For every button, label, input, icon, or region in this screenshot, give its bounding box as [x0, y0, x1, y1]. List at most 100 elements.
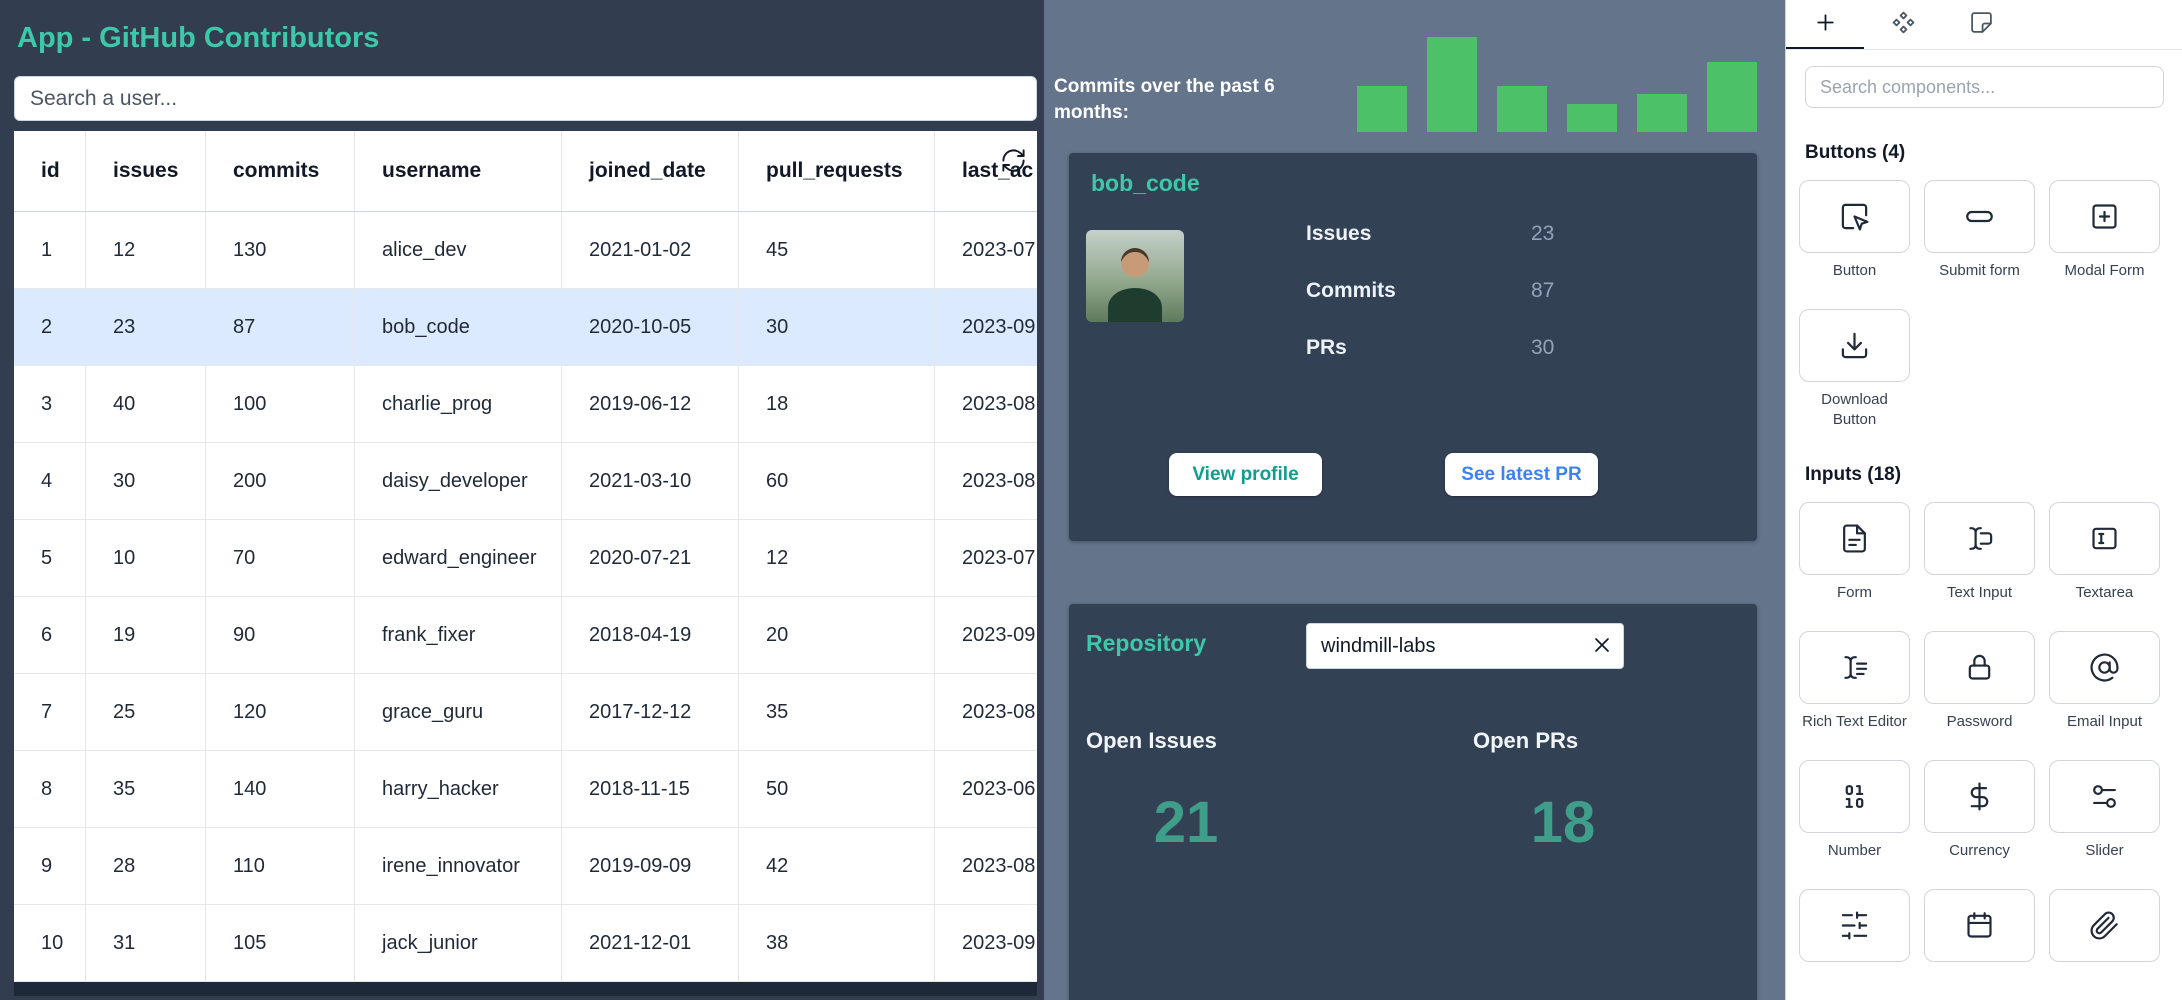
component-label: Text Input — [1946, 584, 2013, 601]
component-icon-box — [1924, 180, 2035, 253]
component-email-input[interactable]: Email Input — [2049, 631, 2160, 732]
component-password[interactable]: Password — [1924, 631, 2035, 732]
table-row[interactable]: 6 19 90 frank_fixer 2018-04-19 20 2023-0… — [14, 597, 1037, 674]
component-label: Email Input — [2066, 713, 2143, 730]
chart-bar — [1637, 94, 1687, 132]
chart-bar — [1427, 37, 1477, 132]
component-slider[interactable]: Slider — [2049, 760, 2160, 861]
tab-components[interactable] — [1864, 0, 1942, 49]
column-header-joined-date[interactable]: joined_date — [562, 131, 739, 211]
component-textarea[interactable]: Textarea — [2049, 502, 2160, 603]
table-cell: 31 — [86, 905, 206, 982]
inputs-components-grid: Form Text Input Textarea Rich Text Edito… — [1799, 502, 2182, 990]
component-label: Number — [1827, 842, 1882, 859]
component-icon-box — [1799, 760, 1910, 833]
column-header-last-active[interactable]: last_ac — [962, 159, 1034, 182]
table-row[interactable]: 4 30 200 daisy_developer 2021-03-10 60 2… — [14, 443, 1037, 520]
table-row[interactable]: 8 35 140 harry_hacker 2018-11-15 50 2023… — [14, 751, 1037, 828]
table-cell: 35 — [739, 674, 935, 751]
column-header-commits[interactable]: commits — [206, 131, 355, 211]
view-profile-button[interactable]: View profile — [1169, 453, 1322, 496]
component-item[interactable] — [2049, 889, 2160, 990]
component-modal-form[interactable]: Modal Form — [2049, 180, 2160, 281]
section-title-inputs: Inputs (18) — [1805, 464, 1902, 485]
tab-style[interactable] — [1942, 0, 2020, 49]
component-download-button[interactable]: Download Button — [1799, 309, 1910, 430]
components-icon — [1891, 10, 1916, 38]
component-form[interactable]: Form — [1799, 502, 1910, 603]
table-cell: 20 — [739, 597, 935, 674]
repository-card[interactable]: Repository Open Issues 21 Open PRs 18 — [1069, 604, 1757, 1000]
table-row[interactable]: 1 12 130 alice_dev 2021-01-02 45 2023-07 — [14, 212, 1037, 289]
clear-input-button[interactable] — [1588, 632, 1616, 660]
component-button[interactable]: Button — [1799, 180, 1910, 281]
table-row[interactable]: 10 31 105 jack_junior 2021-12-01 38 2023… — [14, 905, 1037, 982]
table-row[interactable]: 2 23 87 bob_code 2020-10-05 30 2023-09 — [14, 289, 1037, 366]
table-cell: grace_guru — [355, 674, 562, 751]
binary-icon — [1839, 781, 1870, 812]
table-cell: 40 — [86, 366, 206, 443]
column-header-pull-requests[interactable]: pull_requests — [739, 131, 935, 211]
table-cell: 2017-12-12 — [562, 674, 739, 751]
component-text-input[interactable]: Text Input — [1924, 502, 2035, 603]
component-search-input[interactable] — [1805, 66, 2164, 108]
component-currency[interactable]: Currency — [1924, 760, 2035, 861]
repository-input-wrap — [1306, 623, 1624, 669]
table-cell: 3 — [14, 366, 86, 443]
component-rich-text-editor[interactable]: Rich Text Editor — [1799, 631, 1910, 732]
profile-card[interactable]: bob_code — [1069, 153, 1757, 541]
contributors-table: id issues commits username joined_date p… — [14, 131, 1037, 982]
component-item[interactable] — [1924, 889, 2035, 990]
table-row[interactable]: 9 28 110 irene_innovator 2019-09-09 42 2… — [14, 828, 1037, 905]
column-header-id[interactable]: id — [14, 131, 86, 211]
chart-bar — [1707, 62, 1757, 132]
column-header-username[interactable]: username — [355, 131, 562, 211]
components-sidebar: Buttons (4) Button Submit form Modal For… — [1785, 0, 2182, 1000]
see-latest-pr-button[interactable]: See latest PR — [1445, 453, 1598, 496]
table-cell: 2023-07 — [935, 212, 1037, 289]
section-title-buttons: Buttons (4) — [1805, 142, 1906, 163]
table-cell: 8 — [14, 751, 86, 828]
chart-bar — [1497, 86, 1547, 132]
table-cell: 2018-11-15 — [562, 751, 739, 828]
table-cell: 60 — [739, 443, 935, 520]
component-number[interactable]: Number — [1799, 760, 1910, 861]
table-row[interactable]: 7 25 120 grace_guru 2017-12-12 35 2023-0… — [14, 674, 1037, 751]
table-cell: 35 — [86, 751, 206, 828]
stat-row-issues: Issues 23 — [1306, 217, 1554, 250]
table-cell: 10 — [14, 905, 86, 982]
chart-bar — [1357, 86, 1407, 132]
table-row[interactable]: 5 10 70 edward_engineer 2020-07-21 12 20… — [14, 520, 1037, 597]
calendar-icon — [1964, 910, 1995, 941]
column-header-issues[interactable]: issues — [86, 131, 206, 211]
component-label: Download Button — [1821, 391, 1888, 428]
component-icon-box — [2049, 631, 2160, 704]
repository-search-input[interactable] — [1306, 623, 1624, 669]
table-cell: 110 — [206, 828, 355, 905]
table-cell: 4 — [14, 443, 86, 520]
component-icon-box — [2049, 180, 2160, 253]
tab-insert-component[interactable] — [1786, 0, 1864, 49]
component-item[interactable] — [1799, 889, 1910, 990]
table-cell: 2021-03-10 — [562, 443, 739, 520]
component-label: Password — [1946, 713, 2013, 730]
table-cell: jack_junior — [355, 905, 562, 982]
component-submit-form[interactable]: Submit form — [1924, 180, 2035, 281]
component-icon-box — [1924, 889, 2035, 962]
table-cell: edward_engineer — [355, 520, 562, 597]
user-search-input[interactable] — [14, 76, 1037, 121]
component-icon-box — [1799, 309, 1910, 382]
table-cell: 2023-09 — [935, 289, 1037, 366]
table-cell: 30 — [86, 443, 206, 520]
table-cell: 87 — [206, 289, 355, 366]
table-cell: 2023-08 — [935, 674, 1037, 751]
table-cell: 18 — [739, 366, 935, 443]
table-row[interactable]: 3 40 100 charlie_prog 2019-06-12 18 2023… — [14, 366, 1037, 443]
commits-bar-chart — [1357, 37, 1757, 132]
component-icon-box — [1799, 180, 1910, 253]
repository-card-title: Repository — [1086, 630, 1207, 656]
table-cell: 12 — [86, 212, 206, 289]
table-cell: 12 — [739, 520, 935, 597]
download-icon — [1839, 330, 1870, 361]
refresh-table-button[interactable] — [997, 146, 1029, 178]
